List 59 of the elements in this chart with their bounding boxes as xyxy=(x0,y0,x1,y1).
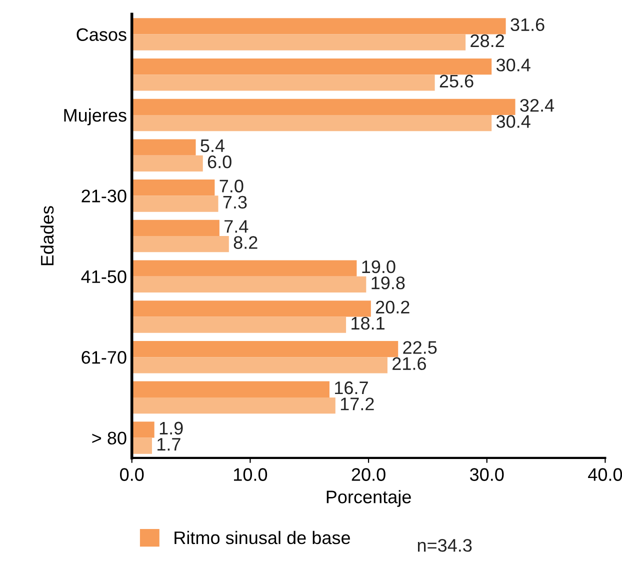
bar xyxy=(132,422,154,438)
bar xyxy=(132,340,398,358)
x-tick-label: 20.0 xyxy=(352,468,386,481)
bar xyxy=(132,34,466,50)
x-tick-label: 10.0 xyxy=(234,468,268,481)
bar xyxy=(132,260,357,276)
data-label: 7.3 xyxy=(223,196,247,209)
data-label: 1.9 xyxy=(160,422,183,435)
data-label: 18.1 xyxy=(352,316,384,330)
bar xyxy=(132,180,215,196)
text: n=34.3 xyxy=(418,538,472,552)
data-label: 19.8 xyxy=(372,276,405,290)
x-tick-label: 30.0 xyxy=(470,468,504,481)
bar xyxy=(132,381,330,398)
data-label: 25.6 xyxy=(440,74,474,88)
data-label: 30.4 xyxy=(496,115,530,128)
data-label: 17.2 xyxy=(340,398,374,410)
bar xyxy=(132,139,196,156)
data-label: 1.7 xyxy=(158,438,180,451)
bar xyxy=(132,397,336,414)
y-axis-title: Edades xyxy=(40,206,54,266)
data-label: 6.0 xyxy=(208,155,232,168)
bar xyxy=(132,300,371,317)
x-tick-label: 40.0 xyxy=(588,468,622,481)
bar xyxy=(132,276,366,293)
bar xyxy=(132,438,152,454)
bar xyxy=(132,114,492,132)
x-tick-label: 0.0 xyxy=(120,468,144,481)
y-tick-label: Mujeres xyxy=(64,108,126,126)
y-tick-label: 21-30 xyxy=(82,190,126,202)
data-label: 32.4 xyxy=(520,98,554,112)
bar xyxy=(132,18,506,34)
data-label: 7.0 xyxy=(220,180,244,192)
bar xyxy=(132,98,516,115)
y-tick-label: Casos xyxy=(76,28,126,41)
data-label: 19.0 xyxy=(362,260,396,274)
y-tick-label: 41-50 xyxy=(81,270,126,284)
bar xyxy=(132,155,203,172)
y-tick-label: 61-70 xyxy=(82,351,126,364)
bar xyxy=(132,357,388,374)
data-label: 21.6 xyxy=(392,357,426,370)
legend-label: Ritmo sinusal de base xyxy=(174,530,350,544)
y-tick-label: > 80 xyxy=(92,432,126,445)
bar xyxy=(132,58,492,75)
data-label: 20.2 xyxy=(376,300,410,314)
data-label: 5.4 xyxy=(200,140,225,152)
data-label: 7.4 xyxy=(224,220,248,233)
data-label: 16.7 xyxy=(335,381,368,394)
x-axis-title: Porcentaje xyxy=(326,490,411,507)
data-label: 31.6 xyxy=(510,18,544,32)
data-label: 28.2 xyxy=(470,34,504,48)
bar xyxy=(132,316,346,333)
bar xyxy=(132,74,435,91)
data-label: 30.4 xyxy=(496,58,530,72)
bar xyxy=(132,220,220,236)
data-label: 22.5 xyxy=(403,341,437,354)
data-label: 8.2 xyxy=(234,236,258,249)
bar xyxy=(132,236,229,252)
bar xyxy=(132,196,218,212)
